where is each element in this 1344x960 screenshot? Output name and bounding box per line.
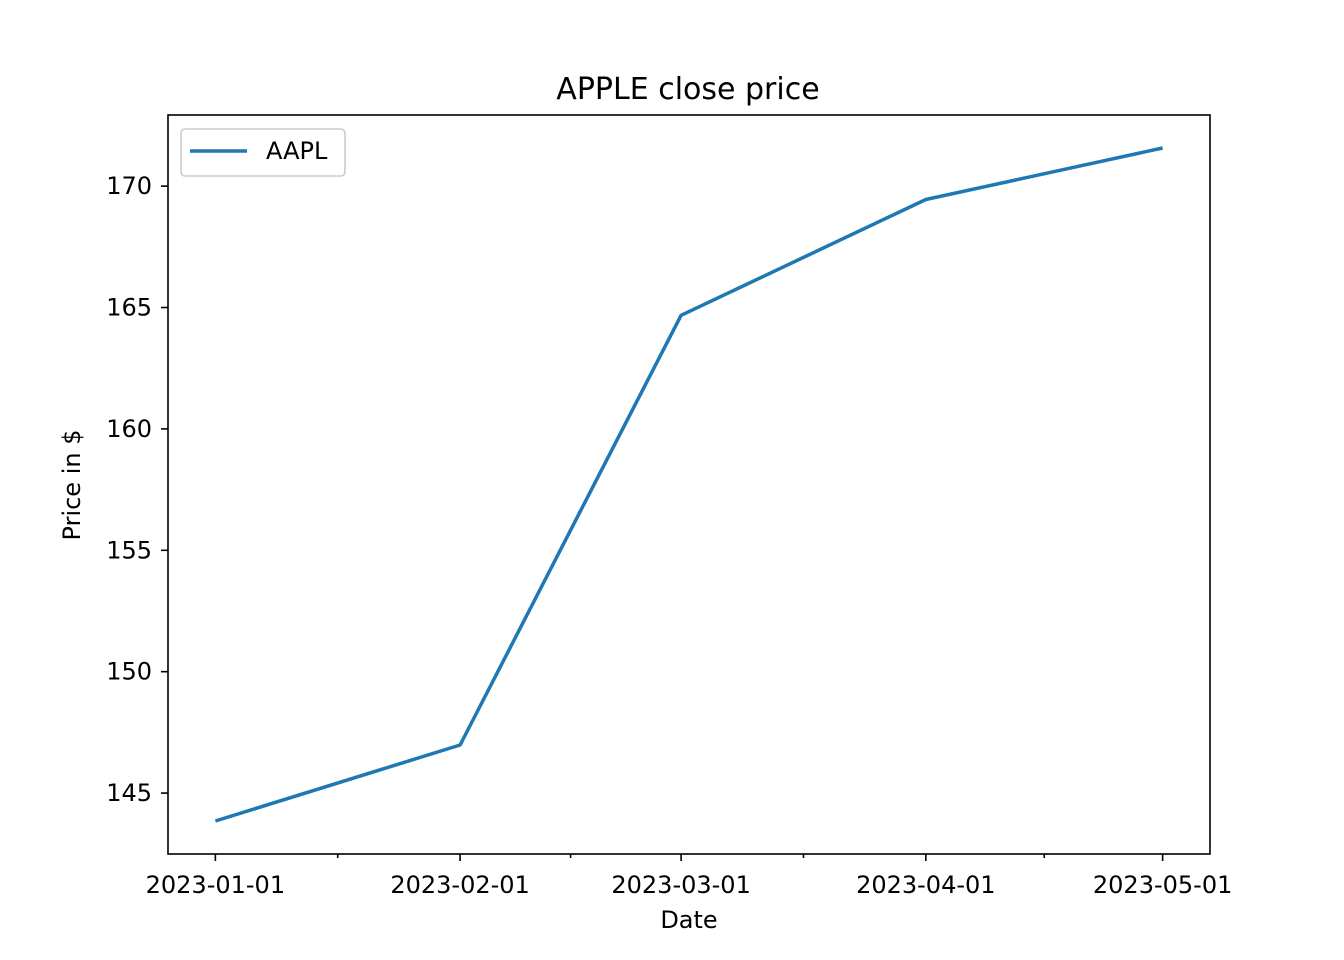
y-tick-label: 160 — [106, 415, 152, 443]
y-tick-label: 165 — [106, 294, 152, 322]
x-tick-label: 2023-03-01 — [611, 871, 750, 899]
y-tick-label: 145 — [106, 779, 152, 807]
y-axis-label: Price in $ — [58, 430, 86, 541]
y-tick-label: 150 — [106, 658, 152, 686]
legend-box — [180, 128, 346, 177]
x-axis-label: Date — [660, 906, 717, 934]
y-tick-label: 170 — [106, 172, 152, 200]
legend: AAPL — [180, 128, 346, 177]
series-line-aapl — [214, 146, 1163, 823]
plot-area — [214, 146, 1163, 823]
x-axis: 2023-01-01 2023-02-01 2023-03-01 2023-04-01… — [146, 854, 1232, 899]
x-tick-label: 2023-05-01 — [1093, 871, 1232, 899]
y-axis: 145 150 155 160 165 170 — [106, 172, 168, 807]
legend-label-aapl: AAPL — [266, 137, 328, 165]
chart-title: APPLE close price — [556, 72, 819, 107]
x-tick-label: 2023-01-01 — [146, 871, 285, 899]
x-tick-label: 2023-04-01 — [856, 871, 995, 899]
axes-frame — [167, 114, 1211, 855]
y-tick-label: 155 — [106, 536, 152, 564]
x-tick-label: 2023-02-01 — [390, 871, 529, 899]
